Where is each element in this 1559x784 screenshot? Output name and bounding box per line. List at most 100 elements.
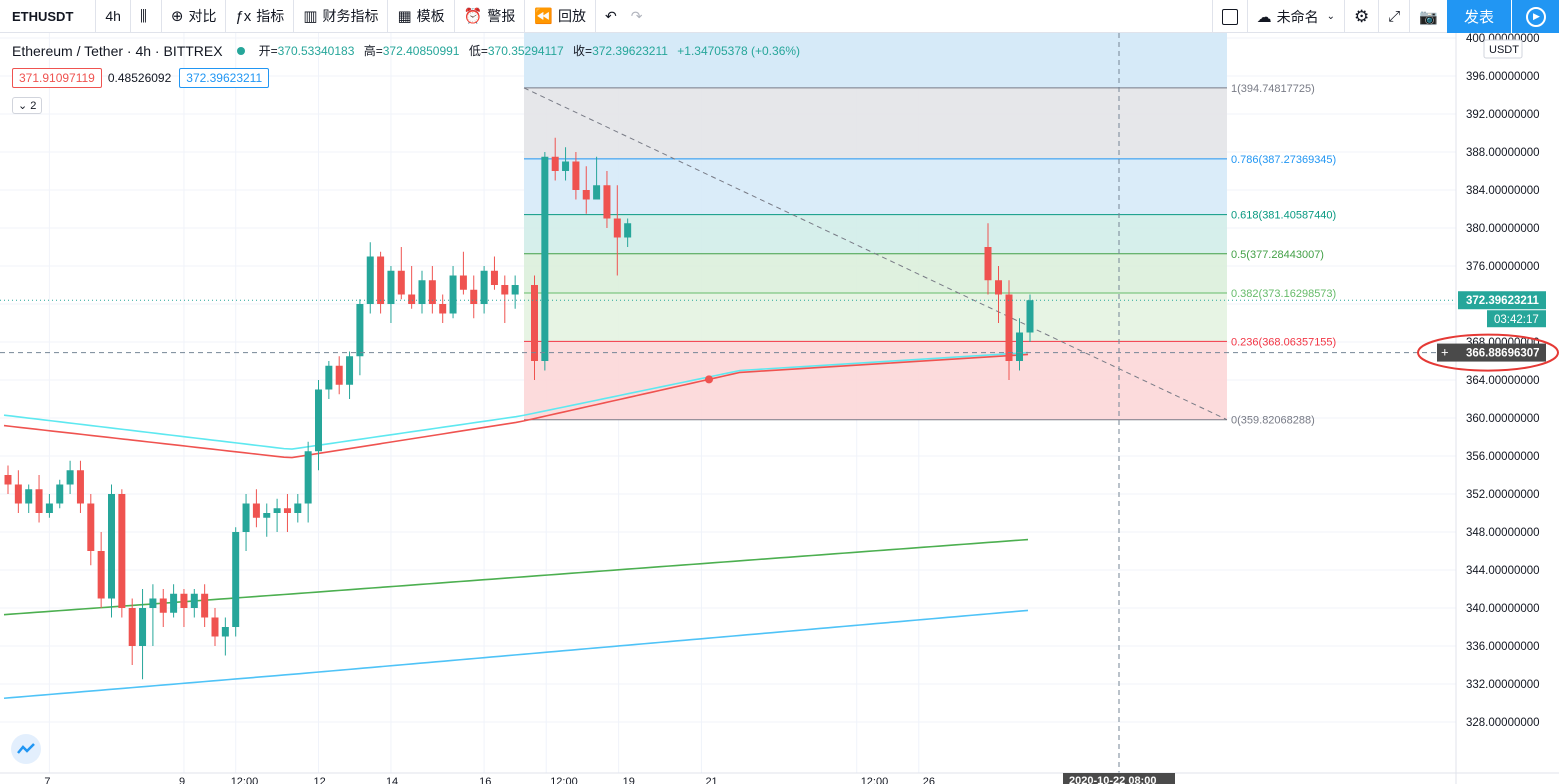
fullscreen-layout-button[interactable]: [1211, 0, 1247, 33]
candle-body[interactable]: [582, 190, 590, 200]
candle-body[interactable]: [211, 617, 219, 637]
candle-body[interactable]: [170, 593, 178, 613]
candle-body[interactable]: [4, 475, 12, 485]
alert-button[interactable]: ⏰ 警报: [455, 0, 526, 33]
candle-body[interactable]: [531, 285, 538, 361]
candle-body[interactable]: [108, 494, 115, 599]
candle-body[interactable]: [180, 593, 188, 608]
currency-badge[interactable]: [1483, 39, 1523, 59]
layout-menu-button[interactable]: ☁ 未命名 ⌄: [1246, 0, 1344, 33]
candle-body[interactable]: [439, 304, 447, 314]
candle-body[interactable]: [428, 280, 436, 304]
candle-body[interactable]: [221, 627, 229, 637]
publish-button[interactable]: 发表: [1447, 0, 1511, 33]
candle-body[interactable]: [593, 185, 601, 200]
candle-body[interactable]: [1016, 332, 1023, 362]
templates-button[interactable]: ▦ 模板: [388, 0, 455, 33]
candle-body[interactable]: [366, 256, 374, 305]
candle-body[interactable]: [252, 503, 260, 518]
layout-name: 未命名: [1276, 8, 1319, 25]
price-tick-label: 340.00000000: [1466, 603, 1540, 615]
candle-body[interactable]: [325, 365, 333, 390]
candle-body[interactable]: [97, 551, 105, 599]
settings-button[interactable]: ⚙: [1344, 0, 1378, 33]
candle-body[interactable]: [335, 365, 343, 385]
crosshair-price-badge: [1437, 343, 1546, 362]
tradingview-logo[interactable]: [11, 734, 41, 764]
candle-body[interactable]: [56, 484, 64, 504]
compare-button[interactable]: ⊕ 对比: [162, 0, 227, 33]
candle-body[interactable]: [501, 285, 509, 295]
candle-body[interactable]: [480, 270, 488, 304]
candle-body[interactable]: [76, 470, 84, 504]
fib-level-label: 0.382(373.16298573): [1231, 288, 1336, 300]
undo-button[interactable]: ↶ ↷: [596, 0, 651, 33]
candle-body[interactable]: [511, 285, 519, 295]
candle-body[interactable]: [449, 275, 457, 314]
candle-body[interactable]: [263, 513, 271, 518]
candle-body[interactable]: [118, 494, 126, 608]
candle-body[interactable]: [294, 503, 302, 514]
candle-body[interactable]: [190, 593, 198, 608]
play-button[interactable]: ▶: [1511, 0, 1559, 33]
candle-body[interactable]: [408, 294, 416, 305]
camera-icon: 📷: [1419, 8, 1438, 26]
candle-body[interactable]: [418, 280, 426, 304]
undo-icon: ↶: [605, 7, 617, 24]
high-value: 372.40850991: [382, 44, 460, 58]
crosshair-plus-icon: +: [1441, 345, 1449, 360]
candle-body[interactable]: [87, 503, 95, 552]
candle-body[interactable]: [490, 270, 498, 285]
candle-body[interactable]: [149, 598, 157, 609]
candle-body[interactable]: [304, 451, 312, 504]
price-axis[interactable]: [1456, 33, 1559, 784]
candle-body[interactable]: [232, 532, 240, 627]
indicators-button[interactable]: ƒx 指标: [226, 0, 295, 33]
candle-body[interactable]: [273, 508, 281, 513]
chart-type-button[interactable]: ⫼: [131, 0, 162, 33]
price-chart[interactable]: 1(394.74817725) 0.786(387.27369345) 0.618(…: [0, 33, 1559, 784]
countdown-badge: [1487, 310, 1546, 328]
candle-body[interactable]: [397, 270, 405, 295]
candle-body[interactable]: [25, 489, 33, 504]
candle-body[interactable]: [159, 598, 167, 613]
candle-body[interactable]: [315, 389, 322, 452]
replay-button[interactable]: ⏪ 回放: [525, 0, 597, 33]
chevron-down-icon: ⌄: [18, 100, 31, 112]
candle-body[interactable]: [995, 280, 1002, 295]
indicators-collapse-button[interactable]: ⌄ 2: [12, 97, 43, 114]
candle-body[interactable]: [377, 256, 385, 305]
candle-body[interactable]: [984, 247, 992, 281]
fullscreen-button[interactable]: ⤢: [1378, 0, 1409, 33]
candle-body[interactable]: [35, 489, 43, 513]
cloud-icon: ☁: [1256, 8, 1272, 26]
candle-body[interactable]: [562, 161, 570, 172]
candle-body[interactable]: [613, 218, 621, 238]
ma-red-line: [3, 353, 1029, 459]
candle-body[interactable]: [1005, 294, 1013, 362]
snapshot-button[interactable]: 📷: [1409, 0, 1447, 33]
candle-body[interactable]: [572, 161, 580, 191]
candle-body[interactable]: [624, 223, 632, 238]
candle-body[interactable]: [14, 484, 22, 504]
candle-body[interactable]: [66, 470, 74, 485]
candle-body[interactable]: [128, 608, 136, 646]
candle-body[interactable]: [1026, 300, 1034, 333]
candle-body[interactable]: [283, 508, 291, 513]
candle-body[interactable]: [346, 356, 354, 385]
fib-level-label: 0.5(377.28443007): [1231, 249, 1324, 261]
candle-body[interactable]: [356, 304, 364, 357]
candle-body[interactable]: [459, 275, 467, 290]
candle-body[interactable]: [139, 608, 147, 646]
candle-body[interactable]: [242, 503, 250, 533]
candle-body[interactable]: [201, 593, 209, 618]
candle-body[interactable]: [387, 270, 395, 304]
interval-button[interactable]: 4h: [96, 0, 131, 33]
symbol-search-button[interactable]: ETHUSDT: [0, 0, 97, 33]
candle-body[interactable]: [603, 185, 611, 219]
financials-button[interactable]: ▥ 财务指标: [294, 0, 389, 33]
candle-body[interactable]: [551, 156, 559, 171]
candle-body[interactable]: [470, 289, 478, 304]
candle-body[interactable]: [541, 156, 549, 361]
candle-body[interactable]: [45, 503, 53, 514]
